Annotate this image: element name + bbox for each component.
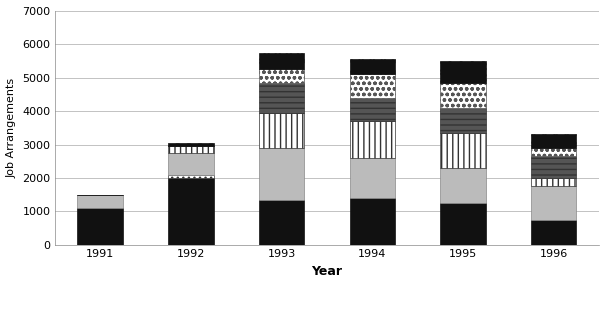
Bar xyxy=(441,108,485,133)
Bar xyxy=(531,148,576,156)
Bar xyxy=(259,200,304,245)
Bar xyxy=(441,168,485,203)
Bar xyxy=(78,195,123,208)
Bar xyxy=(259,113,304,148)
Bar xyxy=(168,143,213,146)
Bar xyxy=(259,69,304,83)
Bar xyxy=(78,208,123,245)
Bar xyxy=(350,121,395,158)
Bar xyxy=(168,175,213,178)
Bar xyxy=(350,98,395,121)
Bar xyxy=(259,83,304,113)
Bar xyxy=(350,74,395,98)
Bar xyxy=(531,220,576,245)
Bar xyxy=(441,133,485,168)
Bar xyxy=(168,153,213,175)
Bar xyxy=(531,134,576,148)
Bar xyxy=(168,146,213,153)
Bar xyxy=(441,203,485,245)
Bar xyxy=(441,61,485,83)
Bar xyxy=(259,53,304,69)
Y-axis label: Job Arrangements: Job Arrangements xyxy=(7,78,17,178)
Bar xyxy=(350,59,395,74)
Bar xyxy=(441,83,485,108)
Bar xyxy=(259,148,304,200)
Bar xyxy=(168,178,213,245)
Bar xyxy=(531,178,576,187)
Bar xyxy=(531,156,576,178)
Bar xyxy=(531,187,576,220)
X-axis label: Year: Year xyxy=(311,265,342,278)
Bar xyxy=(350,158,395,198)
Bar xyxy=(350,198,395,245)
